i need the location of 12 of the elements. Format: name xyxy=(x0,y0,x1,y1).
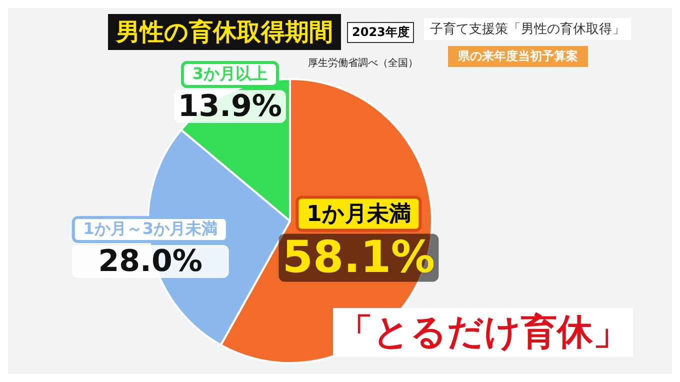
text: 厚生労働省調べ（全国） xyxy=(308,56,418,70)
data-label: 13.9% xyxy=(174,89,286,124)
text: 「とるだけ育休」 xyxy=(333,308,633,357)
chart-title: 男性の育休取得期間 xyxy=(108,14,341,50)
text: 子育て支援策「男性の育休取得」 xyxy=(424,18,631,40)
chart-subtitle: 2023年度 xyxy=(347,22,414,42)
data-label: 58.1% xyxy=(278,232,440,283)
text: 県の来年度当初予算案 xyxy=(448,46,588,67)
slice-label: 3か月以上 xyxy=(181,61,279,88)
slice-label: 1か月～3か月未満 xyxy=(72,216,228,243)
data-label: 28.0% xyxy=(72,244,228,279)
slice-label: 1か月未満 xyxy=(296,196,422,232)
